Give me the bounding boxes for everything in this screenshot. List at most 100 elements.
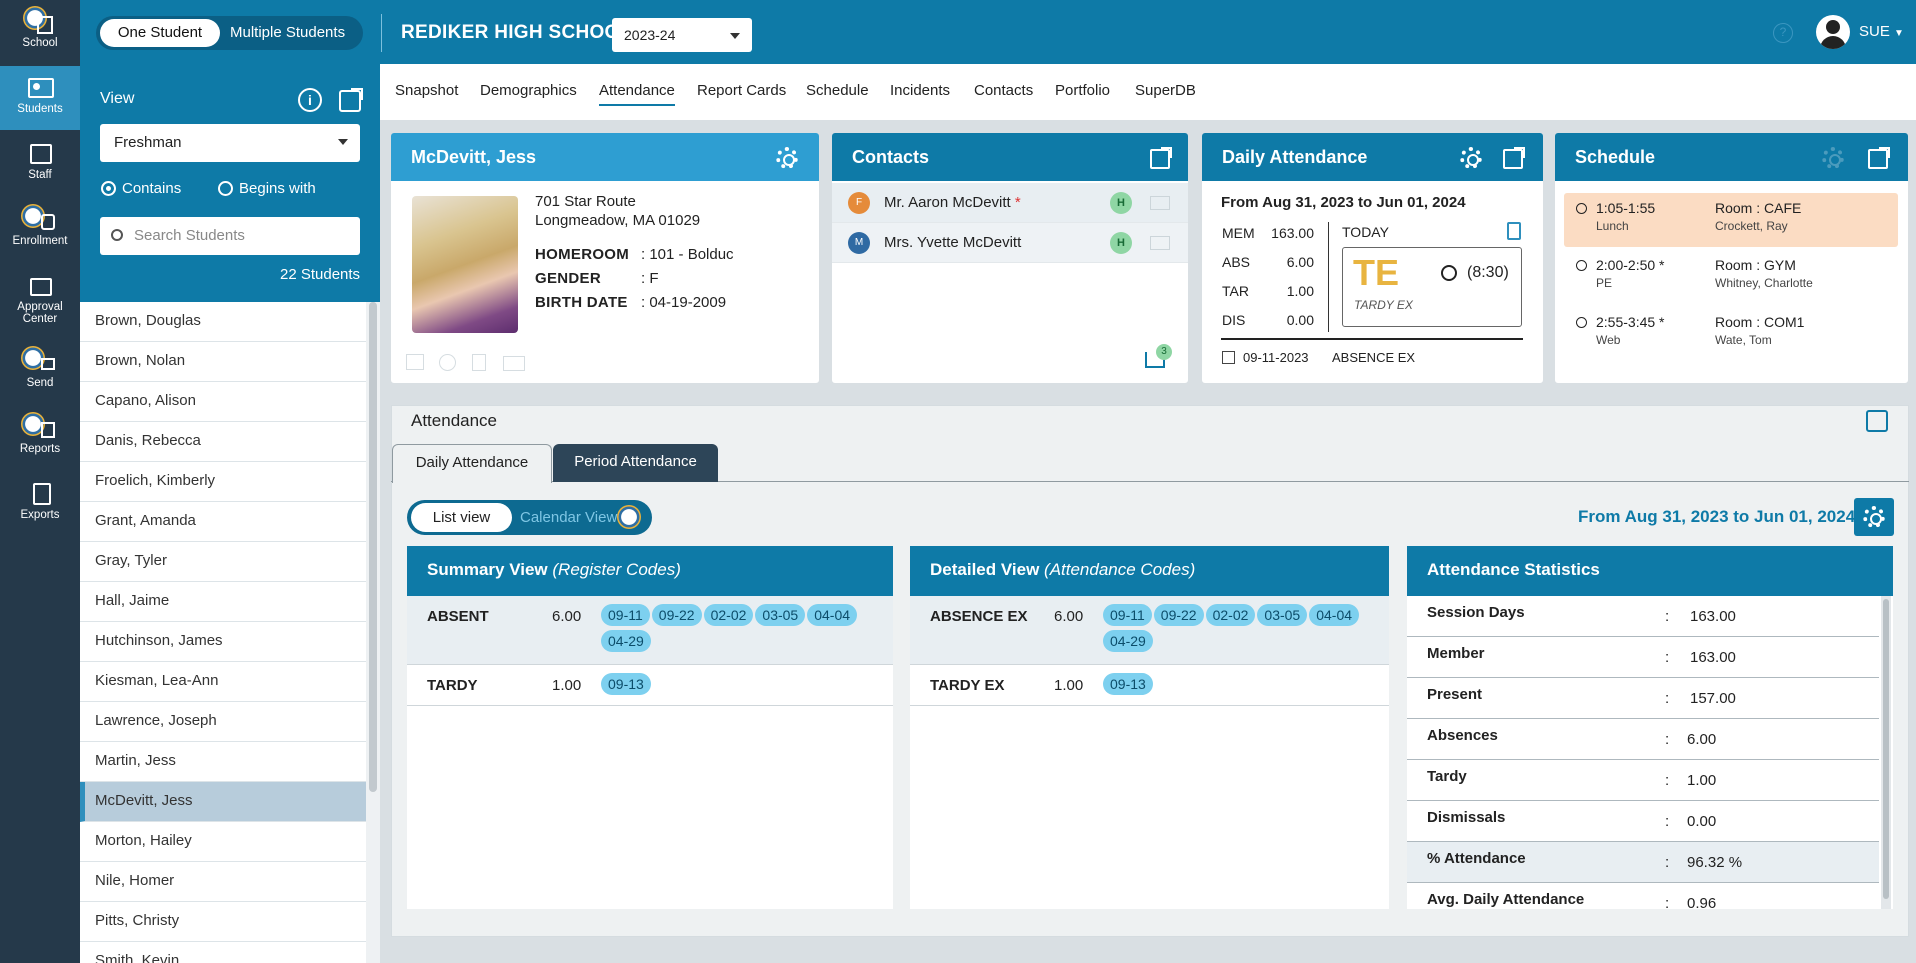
- rail-reports[interactable]: Reports: [0, 406, 80, 470]
- home-badge: H: [1110, 232, 1132, 254]
- rail-exports[interactable]: Exports: [0, 472, 80, 536]
- student-list-item[interactable]: Morton, Hailey: [80, 822, 366, 862]
- search-input[interactable]: Search Students: [100, 217, 360, 255]
- rail-enrollment[interactable]: Enrollment: [0, 198, 80, 262]
- mail-icon[interactable]: [1150, 236, 1170, 250]
- date-pill[interactable]: 04-04: [1309, 604, 1360, 626]
- contains-radio[interactable]: [101, 181, 116, 196]
- student-list-scrollbar[interactable]: [366, 302, 380, 963]
- date-pill[interactable]: 09-22: [651, 604, 702, 626]
- trash-icon[interactable]: [472, 354, 486, 371]
- edit-icon[interactable]: [406, 354, 424, 370]
- open-external-icon[interactable]: [1503, 147, 1525, 169]
- student-list-item[interactable]: Kiesman, Lea-Ann: [80, 662, 366, 702]
- user-menu[interactable]: SUE ▼: [1859, 23, 1904, 40]
- date-pills: 09-13: [1103, 673, 1373, 699]
- gear-icon: [1863, 506, 1885, 528]
- student-list-item[interactable]: Brown, Nolan: [80, 342, 366, 382]
- tab-schedule[interactable]: Schedule: [806, 82, 869, 99]
- block-icon[interactable]: [439, 354, 456, 371]
- tab-demographics[interactable]: Demographics: [480, 82, 577, 99]
- help-icon[interactable]: ?: [1773, 23, 1793, 43]
- info-icon[interactable]: i: [298, 88, 322, 112]
- student-list-item[interactable]: Danis, Rebecca: [80, 422, 366, 462]
- date-pill[interactable]: 02-02: [1205, 604, 1256, 626]
- date-pill[interactable]: 09-22: [1153, 604, 1204, 626]
- student-list-item[interactable]: Grant, Amanda: [80, 502, 366, 542]
- date-pill[interactable]: 09-11: [1103, 604, 1152, 626]
- open-external-icon[interactable]: [339, 88, 363, 112]
- begins-with-radio[interactable]: [218, 181, 233, 196]
- tab-contacts[interactable]: Contacts: [974, 82, 1034, 99]
- date-pill[interactable]: 04-04: [807, 604, 858, 626]
- tab-snapshot[interactable]: Snapshot: [395, 82, 459, 99]
- rail-school[interactable]: School: [0, 0, 80, 64]
- calendar-view-option[interactable]: Calendar View: [520, 509, 618, 526]
- student-list-item[interactable]: Froelich, Kimberly: [80, 462, 366, 502]
- tab-period-attendance[interactable]: Period Attendance: [553, 444, 718, 482]
- rail-send[interactable]: Send: [0, 340, 80, 404]
- schedule-teacher: Wate, Tom: [1715, 333, 1772, 347]
- student-list-item[interactable]: Brown, Douglas: [80, 302, 366, 342]
- gear-icon[interactable]: [1822, 147, 1844, 169]
- list-view-option[interactable]: List view: [411, 503, 512, 532]
- date-pill[interactable]: 03-05: [755, 604, 806, 626]
- date-pill[interactable]: 09-13: [1103, 673, 1153, 695]
- mail-icon[interactable]: [503, 356, 525, 371]
- student-list-item[interactable]: Martin, Jess: [80, 742, 366, 782]
- stats-scrollbar[interactable]: [1881, 596, 1891, 909]
- year-select[interactable]: 2023-24: [612, 18, 752, 52]
- date-pill[interactable]: 03-05: [1257, 604, 1308, 626]
- date-pill[interactable]: 09-13: [601, 673, 651, 695]
- schedule-row[interactable]: 2:00-2:50 * PE Room : GYM Whitney, Charlott…: [1564, 250, 1898, 304]
- mail-icon[interactable]: [1150, 196, 1170, 210]
- daily-stat-label: MEM: [1222, 225, 1255, 241]
- gear-icon[interactable]: [1460, 147, 1482, 169]
- student-list-item[interactable]: Hall, Jaime: [80, 582, 366, 622]
- contact-row[interactable]: F Mr. Aaron McDevitt * H: [832, 183, 1188, 223]
- tab-portfolio[interactable]: Portfolio: [1055, 82, 1111, 99]
- student-list-item[interactable]: Capano, Alison: [80, 382, 366, 422]
- student-list-item[interactable]: Lawrence, Joseph: [80, 702, 366, 742]
- student-mode-toggle[interactable]: One Student Multiple Students: [96, 16, 363, 50]
- tab-incidents[interactable]: Incidents: [890, 82, 951, 99]
- date-pill[interactable]: 04-29: [1103, 630, 1153, 652]
- open-external-icon[interactable]: [1868, 147, 1890, 169]
- student-list-item[interactable]: Pitts, Christy: [80, 902, 366, 942]
- rail-students[interactable]: Students: [0, 66, 80, 130]
- one-student-option[interactable]: One Student: [100, 19, 220, 47]
- statistic-row: % Attendance:96.32 %: [1407, 842, 1879, 883]
- tab-report-cards[interactable]: Report Cards: [697, 82, 787, 99]
- date-pill[interactable]: 04-29: [601, 630, 651, 652]
- tab-attendance[interactable]: Attendance: [599, 82, 675, 106]
- father-badge: F: [848, 192, 870, 214]
- rail-staff[interactable]: Staff: [0, 132, 80, 196]
- tab-daily-attendance[interactable]: Daily Attendance: [392, 444, 552, 483]
- tab-superdb[interactable]: SuperDB: [1135, 82, 1196, 99]
- schedule-row[interactable]: 1:05-1:55 Lunch Room : CAFE Crockett, Ray: [1564, 193, 1898, 247]
- student-list-item[interactable]: Nile, Homer: [80, 862, 366, 902]
- student-list-item[interactable]: McDevitt, Jess: [80, 782, 366, 822]
- open-external-icon[interactable]: [1150, 147, 1172, 169]
- avatar[interactable]: [1816, 15, 1850, 49]
- schedule-course: Lunch: [1596, 219, 1629, 233]
- view-toggle[interactable]: List view Calendar View: [407, 500, 652, 535]
- multiple-students-option[interactable]: Multiple Students: [230, 24, 346, 41]
- date-pill[interactable]: 02-02: [703, 604, 754, 626]
- gear-icon[interactable]: [776, 147, 798, 169]
- student-list-item[interactable]: Hutchinson, James: [80, 622, 366, 662]
- statistic-label: Dismissals: [1427, 809, 1506, 826]
- student-list-item[interactable]: Smith, Kevin: [80, 942, 366, 963]
- clipboard-icon[interactable]: [1507, 222, 1521, 240]
- open-external-icon[interactable]: [1866, 410, 1888, 432]
- rail-approval-center[interactable]: Approval Center: [0, 264, 80, 334]
- colon: :: [1665, 731, 1670, 748]
- date-pill[interactable]: 09-11: [601, 604, 650, 626]
- grade-select[interactable]: Freshman: [100, 124, 360, 162]
- reports-icon: [21, 412, 55, 440]
- schedule-row[interactable]: 2:55-3:45 * Web Room : COM1 Wate, Tom: [1564, 307, 1898, 361]
- attendance-settings-button[interactable]: [1854, 498, 1894, 536]
- contact-row[interactable]: M Mrs. Yvette McDevitt H: [832, 223, 1188, 263]
- home-icon[interactable]: [1145, 352, 1165, 368]
- student-list-item[interactable]: Gray, Tyler: [80, 542, 366, 582]
